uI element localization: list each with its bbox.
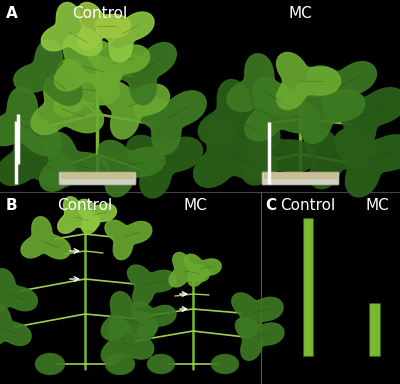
Polygon shape (58, 197, 100, 233)
Polygon shape (105, 220, 152, 260)
Polygon shape (110, 43, 176, 104)
Polygon shape (293, 82, 365, 143)
Polygon shape (198, 79, 280, 150)
Polygon shape (0, 87, 62, 156)
Polygon shape (184, 254, 221, 286)
Text: MC: MC (365, 198, 389, 213)
FancyBboxPatch shape (59, 172, 136, 185)
Polygon shape (245, 77, 320, 141)
Polygon shape (86, 40, 150, 94)
Polygon shape (96, 12, 154, 62)
Polygon shape (236, 318, 284, 360)
Polygon shape (227, 54, 299, 117)
Polygon shape (242, 121, 315, 185)
Text: A: A (6, 6, 18, 21)
Polygon shape (40, 132, 108, 191)
Polygon shape (194, 117, 277, 187)
Polygon shape (101, 292, 158, 340)
Text: B: B (6, 198, 18, 213)
Polygon shape (98, 141, 165, 197)
Ellipse shape (211, 354, 239, 374)
Polygon shape (21, 217, 70, 259)
Polygon shape (232, 293, 283, 338)
Polygon shape (304, 127, 375, 189)
Polygon shape (132, 302, 176, 341)
FancyBboxPatch shape (306, 221, 309, 354)
Polygon shape (169, 253, 209, 287)
Polygon shape (128, 265, 176, 307)
Polygon shape (0, 121, 76, 187)
Polygon shape (100, 81, 170, 139)
FancyBboxPatch shape (372, 306, 375, 354)
Polygon shape (77, 199, 116, 233)
Text: MC: MC (183, 198, 207, 213)
Text: MC: MC (288, 6, 312, 21)
Polygon shape (54, 35, 122, 91)
Polygon shape (31, 74, 104, 134)
Polygon shape (0, 305, 31, 347)
Ellipse shape (105, 353, 135, 375)
Text: Control: Control (280, 198, 336, 213)
Polygon shape (0, 269, 37, 313)
FancyBboxPatch shape (264, 172, 336, 179)
Polygon shape (41, 2, 102, 56)
Polygon shape (276, 53, 341, 109)
Ellipse shape (35, 353, 65, 375)
Polygon shape (127, 136, 202, 198)
Text: Control: Control (57, 198, 113, 213)
Ellipse shape (147, 354, 175, 374)
Polygon shape (101, 318, 154, 364)
Text: Control: Control (72, 6, 128, 21)
Polygon shape (78, 2, 130, 50)
FancyBboxPatch shape (262, 172, 339, 185)
FancyBboxPatch shape (370, 303, 380, 356)
FancyBboxPatch shape (304, 218, 314, 356)
Polygon shape (134, 91, 206, 154)
Polygon shape (327, 88, 400, 154)
Polygon shape (335, 129, 400, 197)
FancyBboxPatch shape (62, 172, 134, 179)
Polygon shape (14, 40, 82, 105)
Polygon shape (306, 62, 376, 122)
Text: C: C (265, 198, 276, 213)
Polygon shape (54, 60, 120, 116)
